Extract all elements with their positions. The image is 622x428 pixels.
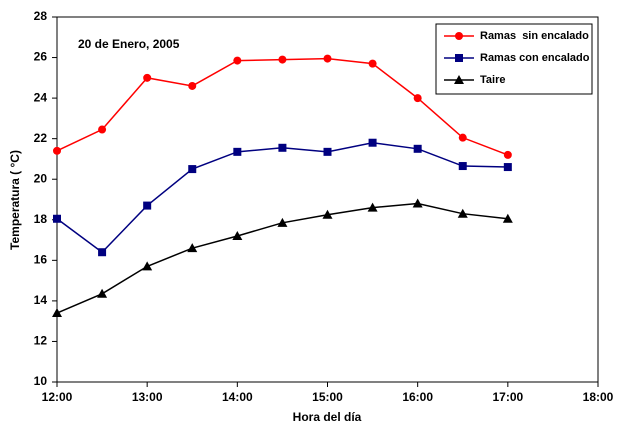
legend-label: Ramas con encalado [480,52,590,64]
marker [187,243,198,253]
marker [278,55,287,64]
marker [53,214,61,223]
x-tick-label: 15:00 [312,390,343,404]
marker [188,165,197,174]
marker [233,56,242,65]
y-axis-label: Temperatura ( °C) [8,150,22,250]
y-tick-label: 20 [34,171,48,185]
marker [98,248,107,257]
y-tick-label: 22 [34,131,48,145]
legend-label: Ramas sin encalado [480,30,589,42]
x-tick-label: 12:00 [42,390,73,404]
y-tick-label: 24 [34,90,48,104]
marker [97,288,108,298]
marker [368,59,377,68]
y-tick-label: 12 [34,334,48,348]
marker [98,125,107,134]
marker [367,202,378,212]
y-tick-label: 10 [34,374,48,388]
marker [503,163,512,172]
marker [322,209,333,219]
marker [323,54,332,63]
y-tick-label: 14 [34,293,48,307]
marker [188,81,197,90]
marker [458,162,467,171]
marker [413,144,422,153]
marker [53,146,61,155]
series-line [56,141,508,254]
marker [503,150,512,159]
marker [458,133,467,142]
x-tick-label: 13:00 [132,390,163,404]
y-tick-label: 18 [34,212,48,226]
x-axis-label: Hora del día [293,410,362,424]
x-tick-label: 14:00 [222,390,253,404]
marker [232,231,243,240]
annotation: 20 de Enero, 2005 [78,37,180,51]
marker [413,94,422,103]
legend-marker [455,32,463,40]
legend-marker [454,75,464,84]
y-tick-label: 16 [34,253,48,267]
x-tick-label: 17:00 [492,390,523,404]
x-tick-label: 18:00 [583,390,614,404]
marker [502,213,513,223]
marker [142,261,153,271]
marker [143,73,152,82]
marker [457,208,468,218]
y-tick-label: 26 [34,50,48,64]
legend-label: Taire [480,74,505,86]
marker [277,217,288,227]
marker [323,147,332,156]
marker [233,147,242,156]
marker [52,308,62,318]
legend-marker [455,54,463,62]
marker [278,143,287,152]
y-tick-label: 28 [34,9,48,23]
x-tick-label: 16:00 [402,390,433,404]
marker [368,138,377,147]
marker [412,198,423,208]
marker [143,201,152,210]
